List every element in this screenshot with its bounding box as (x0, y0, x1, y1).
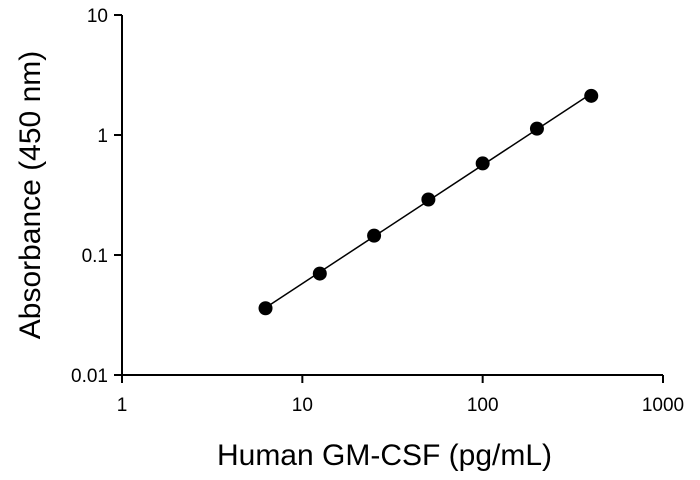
data-point (584, 88, 599, 103)
x-tick-label: 10 (292, 395, 313, 416)
data-point (258, 301, 273, 316)
y-tick-label: 0.1 (82, 246, 108, 267)
x-tick-label: 1 (117, 395, 128, 416)
data-point (421, 192, 436, 207)
axes (121, 15, 663, 376)
data-point (529, 121, 544, 136)
y-tick-label: 0.01 (71, 366, 108, 387)
x-axis-title: Human GM-CSF (pg/mL) (217, 439, 552, 472)
y-ticks: 0.01 0.1 1 10 (71, 6, 122, 387)
y-axis-title: Absorbance (450 nm) (14, 51, 47, 340)
y-tick-label: 10 (87, 6, 108, 27)
data-point (367, 228, 382, 243)
data-series (258, 88, 599, 316)
x-tick-label: 1000 (642, 395, 684, 416)
x-tick-label: 100 (467, 395, 499, 416)
data-point (475, 156, 490, 171)
data-point (312, 266, 327, 281)
y-tick-label: 1 (97, 126, 108, 147)
x-ticks: 1 10 100 1000 (117, 375, 684, 416)
